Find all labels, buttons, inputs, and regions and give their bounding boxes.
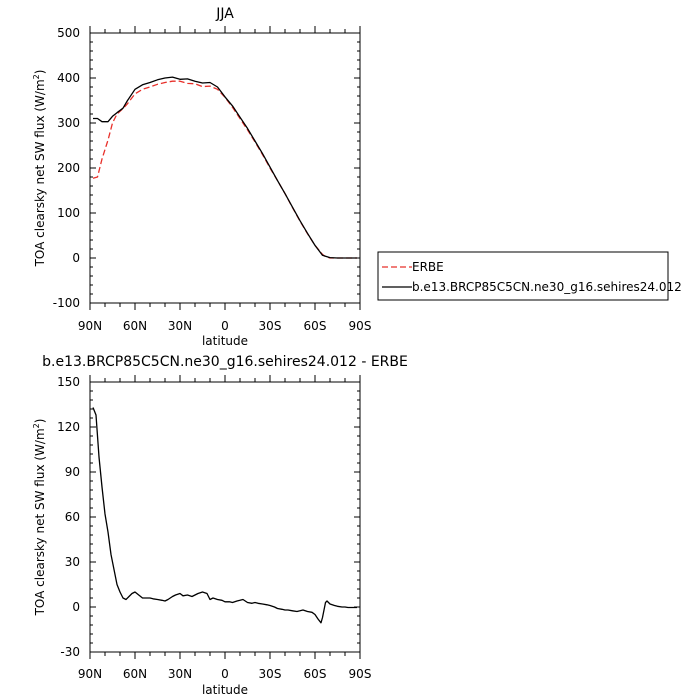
legend-box: [377, 251, 669, 301]
legend: ERBE b.e13.BRCP85C5CN.ne30_g16.sehires24.…: [377, 251, 682, 301]
x-tick-label: 30S: [259, 319, 282, 333]
chart-panel-2: b.e13.BRCP85C5CN.ne30_g16.sehires24.012 …: [32, 354, 408, 697]
y-axis-label: TOA clearsky net SW flux (W/m2): [32, 419, 47, 617]
x-tick-label: 30S: [259, 667, 282, 681]
x-tick-label: 60N: [123, 319, 147, 333]
y-tick-label: -100: [53, 296, 80, 310]
y-tick-label: 30: [65, 555, 80, 569]
y-tick-label: 100: [57, 206, 80, 220]
x-tick-label: 30N: [168, 667, 192, 681]
y-tick-label: 0: [72, 251, 80, 265]
x-tick-label: 90S: [349, 667, 372, 681]
x-tick-label: 60S: [304, 667, 327, 681]
y-tick-label: 500: [57, 26, 80, 40]
x-tick-label: 90N: [78, 667, 102, 681]
series-line-1: [92, 80, 357, 259]
chart-title: JJA: [215, 6, 234, 22]
x-axis-label: latitude: [202, 683, 248, 697]
y-tick-label: 60: [65, 510, 80, 524]
x-tick-label: 0: [221, 319, 229, 333]
x-tick-label: 0: [221, 667, 229, 681]
y-tick-label: -30: [60, 645, 80, 659]
series-line-2: [93, 76, 357, 259]
y-tick-label: 200: [57, 161, 80, 175]
x-axis-label: latitude: [202, 334, 248, 348]
plot-frame: [89, 32, 361, 304]
x-tick-label: 90S: [349, 319, 372, 333]
series-line-1: [92, 407, 357, 624]
x-tick-label: 30N: [168, 319, 192, 333]
legend-label-1: ERBE: [412, 260, 444, 274]
plot-frame: [89, 381, 361, 653]
chart-title: b.e13.BRCP85C5CN.ne30_g16.sehires24.012 …: [42, 354, 408, 370]
x-tick-label: 90N: [78, 319, 102, 333]
y-tick-label: 150: [57, 375, 80, 389]
y-axis-label: TOA clearsky net SW flux (W/m2): [32, 70, 47, 268]
x-tick-label: 60N: [123, 667, 147, 681]
chart-panel-1: JJA -100 0 100 200 300 400 500 90N 60N 30N 0 30S 60S 9…: [32, 6, 682, 348]
y-tick-label: 0: [72, 600, 80, 614]
y-tick-label: 400: [57, 71, 80, 85]
y-tick-label: 120: [57, 420, 80, 434]
x-tick-label: 60S: [304, 319, 327, 333]
legend-label-2: b.e13.BRCP85C5CN.ne30_g16.sehires24.012: [412, 280, 682, 294]
y-tick-label: 90: [65, 465, 80, 479]
y-tick-label: 300: [57, 116, 80, 130]
